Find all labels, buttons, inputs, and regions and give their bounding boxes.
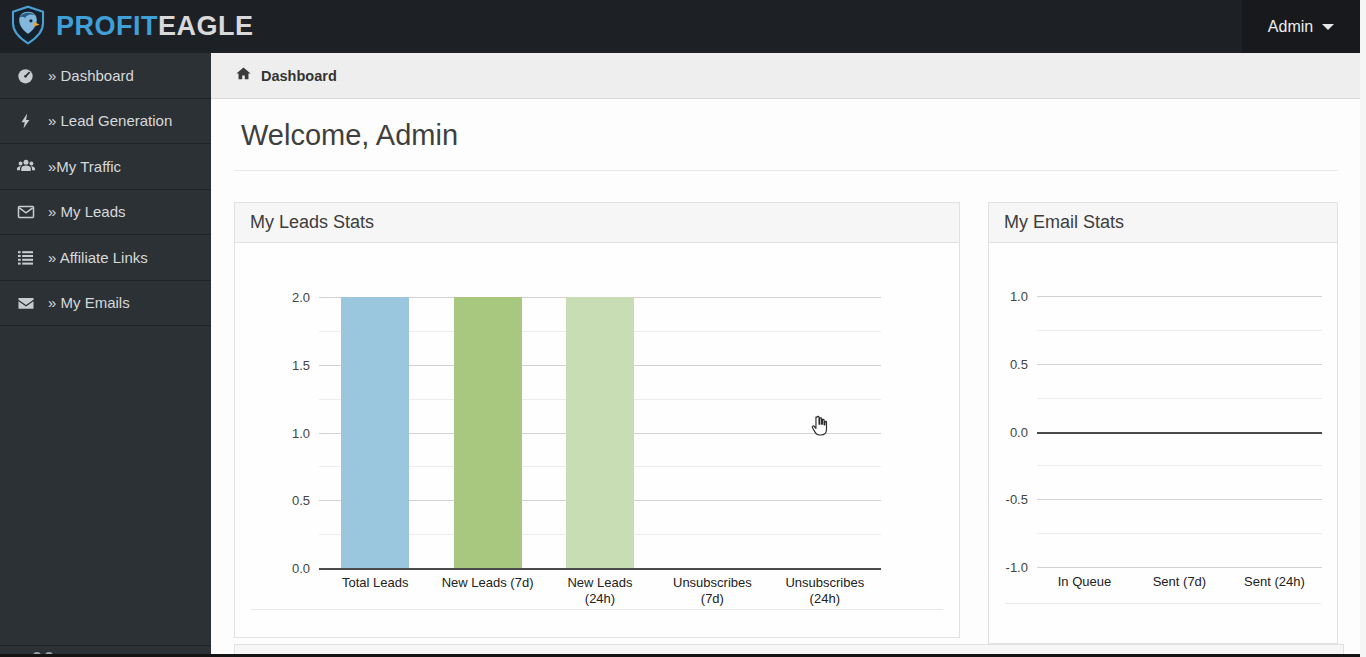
leads-stats-panel: My Leads Stats 0.0 0.5 1.0 1.5 2.0 Total Lead…: [234, 202, 960, 638]
leads-chart[interactable]: 0.0 0.5 1.0 1.5 2.0 Total LeadsNew Leads (7d)…: [235, 245, 959, 637]
x-axis-category-label: Sent (7d): [1132, 574, 1227, 590]
y-axis-tick-label: 0.0: [280, 561, 310, 576]
leads-panel-title: My Leads Stats: [235, 203, 959, 243]
section-divider: [234, 170, 1338, 171]
brand-logo[interactable]: PROFITEAGLE: [0, 5, 254, 49]
x-axis-category-label: New Leads (7d): [431, 575, 543, 591]
chevron-down-icon: [1322, 24, 1334, 30]
gridline: [1037, 465, 1322, 466]
y-axis-tick-label: 1.0: [280, 425, 310, 440]
y-axis-tick-label: 0.5: [280, 493, 310, 508]
envelope-filled-icon: [13, 293, 38, 313]
email-plot-area[interactable]: [1037, 296, 1322, 567]
page-title: Welcome, Admin: [234, 116, 1338, 170]
gridline: [1037, 499, 1322, 500]
gridline: [1037, 296, 1322, 297]
bar-new-leads-24h-[interactable]: [566, 297, 634, 568]
breadcrumb-label: Dashboard: [261, 68, 337, 84]
sidebar: » Dashboard » Lead Generation »My Traffi…: [0, 53, 211, 657]
users-icon: [13, 156, 38, 176]
bar-new-leads-7d-[interactable]: [454, 297, 522, 568]
y-axis-tick-label: 1.5: [280, 357, 310, 372]
sidebar-divider: [0, 645, 211, 646]
admin-dropdown[interactable]: Admin: [1242, 0, 1360, 53]
brand-profit-text: PROFIT: [56, 11, 158, 41]
list-icon: [13, 248, 38, 267]
bolt-icon: [13, 112, 38, 130]
gridline: [1037, 398, 1322, 399]
x-axis-category-label: New Leads(24h): [544, 575, 656, 608]
eagle-shield-logo-icon: [8, 5, 48, 49]
x-axis-category-label: In Queue: [1037, 574, 1132, 590]
y-axis-tick-label: 2.0: [280, 290, 310, 305]
gauge-icon: [13, 66, 38, 85]
y-axis-tick-label: 1.0: [994, 289, 1028, 304]
x-axis-category-label: Unsubscribes(24h): [769, 575, 881, 608]
x-axis-category-label: Unsubscribes(7d): [656, 575, 768, 608]
sidebar-item-affiliate-links[interactable]: » Affiliate Links: [0, 235, 211, 281]
sidebar-item-label: » Dashboard: [48, 67, 134, 84]
sidebar-item-my-emails[interactable]: » My Emails: [0, 281, 211, 327]
admin-dropdown-label: Admin: [1268, 18, 1313, 36]
home-icon: [235, 65, 252, 86]
main-content: Dashboard Welcome, Admin My Leads Stats …: [211, 53, 1360, 657]
brand-name: PROFITEAGLE: [56, 11, 254, 42]
y-axis-tick-label: -1.0: [994, 560, 1028, 575]
gridline: [1037, 364, 1322, 365]
axis-baseline: [319, 568, 881, 570]
sidebar-item-label: »My Traffic: [48, 158, 121, 175]
bar-total-leads[interactable]: [341, 297, 409, 568]
axis-baseline: [1037, 432, 1322, 434]
y-axis-tick-label: 0.5: [994, 356, 1028, 371]
y-axis-tick-label: 0.0: [994, 424, 1028, 439]
sidebar-item-label: » My Leads: [48, 203, 126, 220]
envelope-outline-icon: [13, 202, 38, 222]
brand-eagle-text: EAGLE: [158, 11, 254, 41]
sidebar-item-my-traffic[interactable]: »My Traffic: [0, 144, 211, 190]
leads-plot-area[interactable]: [319, 297, 881, 568]
email-panel-title: My Email Stats: [989, 203, 1337, 243]
gridline: [1037, 533, 1322, 534]
sidebar-item-dashboard[interactable]: » Dashboard: [0, 53, 211, 99]
sidebar-item-label: » My Emails: [48, 294, 130, 311]
email-stats-panel: My Email Stats -1.0 -0.5 0.0 0.5 1.0 In Queue…: [988, 202, 1338, 644]
breadcrumb[interactable]: Dashboard: [211, 53, 1360, 99]
top-navbar: PROFITEAGLE Admin: [0, 0, 1360, 53]
sidebar-item-label: » Lead Generation: [48, 112, 172, 129]
email-chart[interactable]: -1.0 -0.5 0.0 0.5 1.0 In QueueSent (7d)Sent (…: [989, 245, 1337, 643]
scrollbar-track[interactable]: [1360, 0, 1366, 657]
y-axis-tick-label: -0.5: [994, 492, 1028, 507]
gridline: [1037, 567, 1322, 568]
panel-divider: [251, 609, 943, 610]
x-axis-category-label: Sent (24h): [1227, 574, 1322, 590]
sidebar-item-lead-generation[interactable]: » Lead Generation: [0, 99, 211, 145]
sidebar-item-my-leads[interactable]: » My Leads: [0, 190, 211, 236]
sidebar-item-label: » Affiliate Links: [48, 249, 148, 266]
x-axis-category-label: Total Leads: [319, 575, 431, 591]
panel-divider: [1005, 603, 1321, 604]
gridline: [1037, 330, 1322, 331]
